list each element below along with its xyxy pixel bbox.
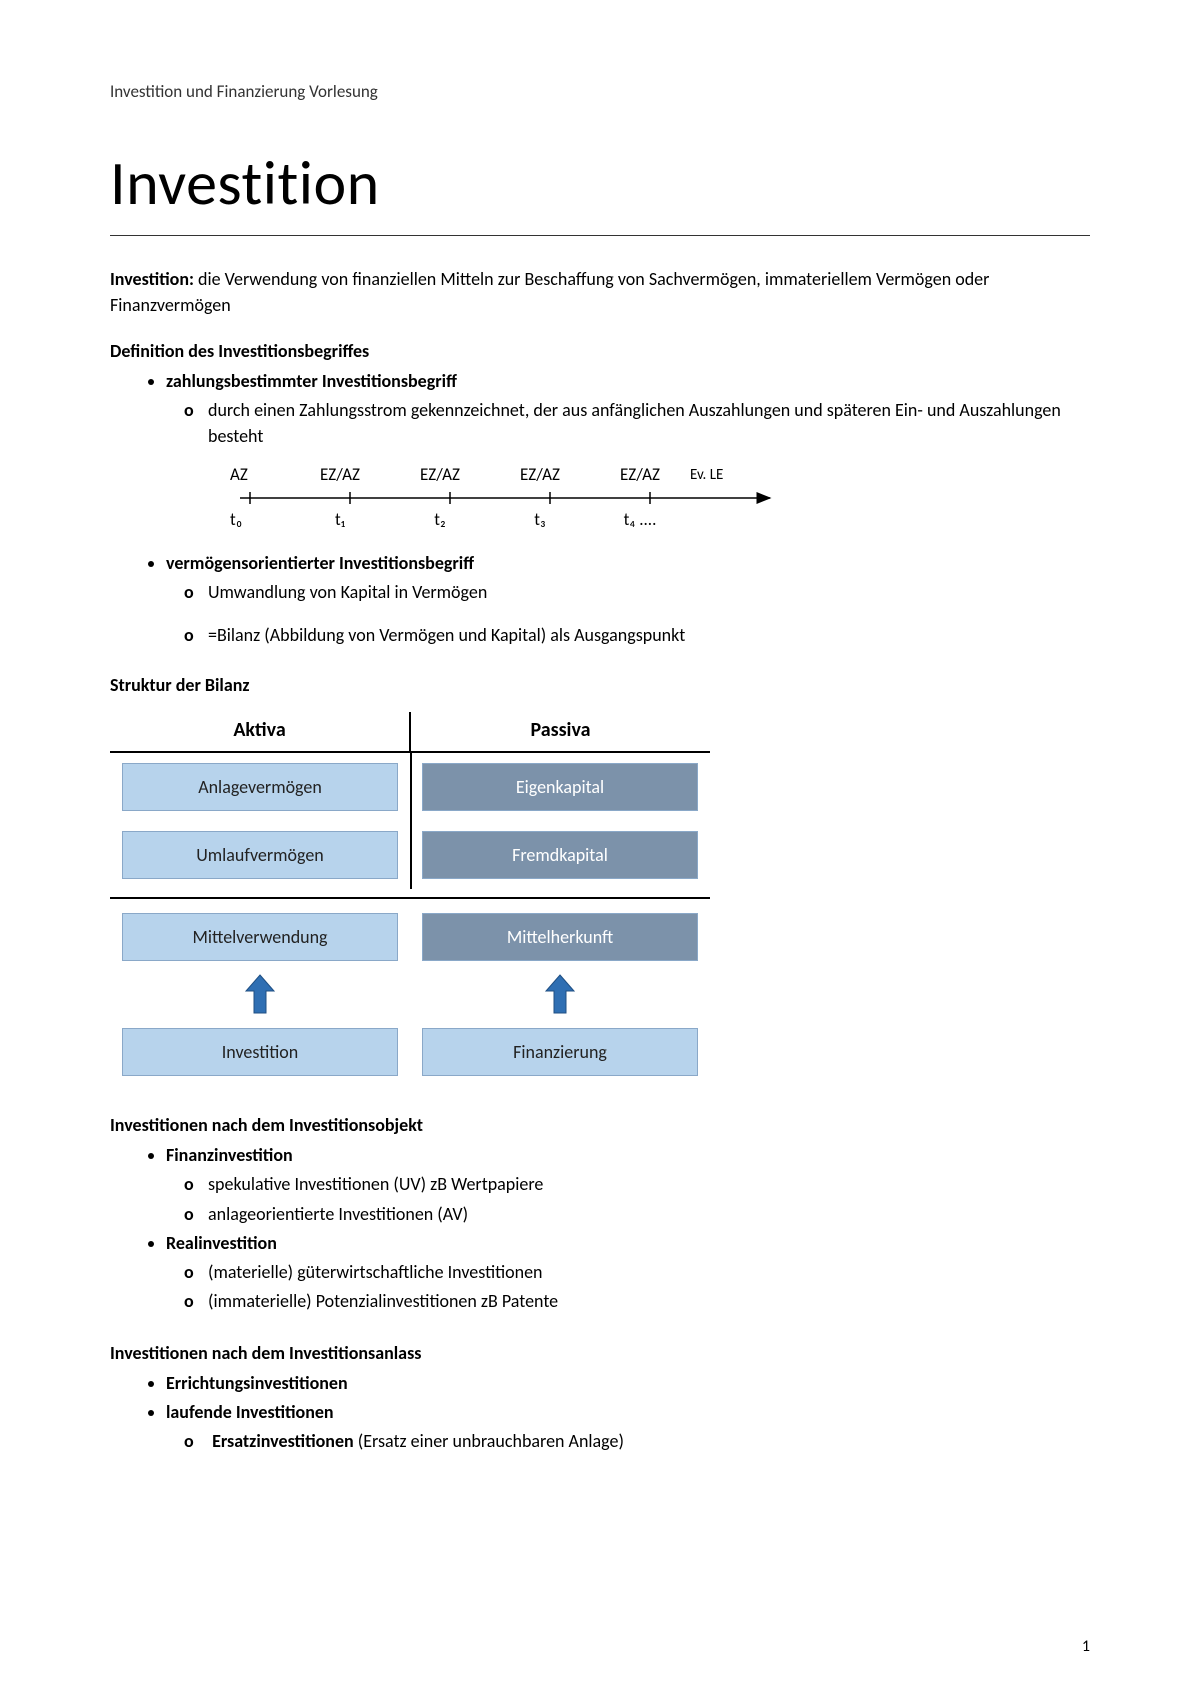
bilanz-arrow-row — [110, 971, 710, 1026]
def-item2-sub2: =Bilanz (Abbildung von Vermögen und Kapi… — [208, 622, 1090, 648]
definition-heading: Definition des Investitionsbegriffes — [110, 338, 1090, 364]
def-item2-sub1: Umwandlung von Kapital in Vermögen — [208, 579, 1090, 605]
obj-item2-sublist: (materielle) güterwirtschaftliche Invest… — [166, 1259, 1090, 1314]
bilanz-diagram: Aktiva Passiva Anlagevermögen Eigenkapit… — [110, 712, 710, 1086]
timeline-top-extra: Ev. LE — [690, 463, 750, 488]
intro-text: die Verwendung von finanziellen Mitteln … — [110, 268, 989, 316]
timeline-top-2: EZ/AZ — [390, 463, 490, 488]
objekt-heading: Investitionen nach dem Investitionsobjek… — [110, 1112, 1090, 1138]
timeline-top-1: EZ/AZ — [290, 463, 390, 488]
bilanz-row-1: Anlagevermögen Eigenkapital — [110, 753, 710, 821]
anlass-laufende: laufende Investitionen — [166, 1399, 1090, 1425]
obj-item2-sub1: (materielle) güterwirtschaftliche Invest… — [208, 1259, 1090, 1285]
bilanz-header-row: Aktiva Passiva — [110, 712, 710, 753]
page-title: Investition — [110, 139, 1090, 229]
up-arrow-icon — [540, 973, 580, 1017]
anlass-sub1-rest: (Ersatz einer unbrauchbaren Anlage) — [354, 1430, 624, 1452]
arrow-right-cell — [422, 973, 698, 1024]
box-finanzierung: Finanzierung — [422, 1028, 698, 1076]
page-number: 1 — [1082, 1635, 1090, 1658]
timeline-bot-labels: t₀ t₁ t₂ t₃ t₄ .... — [230, 508, 850, 533]
timeline-top-labels: AZ EZ/AZ EZ/AZ EZ/AZ EZ/AZ Ev. LE — [230, 463, 850, 488]
bilanz-head-passiva: Passiva — [411, 712, 710, 751]
obj-realinvestition: Realinvestition — [166, 1230, 1090, 1256]
bilanz-row-3: Mittelverwendung Mittelherkunft — [110, 899, 710, 971]
obj-item1-sub2: anlageorientierte Investitionen (AV) — [208, 1201, 1090, 1227]
timeline-top-0: AZ — [230, 463, 290, 488]
definition-list: zahlungsbestimmter Investitionsbegriff d… — [110, 368, 1090, 449]
anlass-sub1-bold: Ersatzinvestitionen — [212, 1430, 354, 1452]
bilanz-row-4: Investition Finanzierung — [110, 1026, 710, 1086]
def-item1-sub1: durch einen Zahlungsstrom gekennzeichnet… — [208, 397, 1090, 449]
obj-item1-sub1: spekulative Investitionen (UV) zB Wertpa… — [208, 1171, 1090, 1197]
intro-paragraph: Investition: die Verwendung von finanzie… — [110, 266, 1090, 318]
timeline-top-4: EZ/AZ — [590, 463, 690, 488]
def-item2-sublist: Umwandlung von Kapital in Vermögen =Bila… — [166, 579, 1090, 647]
def-item-vermoegensorientiert: vermögensorientierter Investitionsbegrif… — [166, 550, 1090, 576]
bilanz-head-aktiva: Aktiva — [110, 712, 411, 751]
intro-term: Investition: — [110, 268, 194, 290]
timeline-bot-1: t₁ — [290, 508, 390, 533]
obj-item2-sub2: (immaterielle) Potenzialinvestitionen zB… — [208, 1288, 1090, 1314]
timeline-bot-4: t₄ .... — [590, 508, 690, 533]
timeline-axis — [230, 488, 790, 508]
box-umlaufvermoegen: Umlaufvermögen — [122, 831, 398, 879]
anlass-errichtung: Errichtungsinvestitionen — [166, 1370, 1090, 1396]
objekt-list: Finanzinvestition spekulative Investitio… — [110, 1142, 1090, 1314]
anlass-item2-sub1: Ersatzinvestitionen (Ersatz einer unbrau… — [208, 1428, 1090, 1454]
bilanz-row-2: Umlaufvermögen Fremdkapital — [110, 821, 710, 889]
box-investition: Investition — [122, 1028, 398, 1076]
box-eigenkapital: Eigenkapital — [422, 763, 698, 811]
obj-finanzinvestition: Finanzinvestition — [166, 1142, 1090, 1168]
arrow-left-cell — [122, 973, 398, 1024]
def-item1-sublist: durch einen Zahlungsstrom gekennzeichnet… — [166, 397, 1090, 449]
def-item-zahlungsbestimmt: zahlungsbestimmter Investitionsbegriff — [166, 368, 1090, 394]
box-mittelherkunft: Mittelherkunft — [422, 913, 698, 961]
title-rule — [110, 235, 1090, 236]
timeline-bot-3: t₃ — [490, 508, 590, 533]
timeline-bot-0: t₀ — [230, 508, 290, 533]
definition-list-2: vermögensorientierter Investitionsbegrif… — [110, 550, 1090, 647]
timeline-diagram: AZ EZ/AZ EZ/AZ EZ/AZ EZ/AZ Ev. LE t₀ t₁ … — [230, 463, 850, 532]
up-arrow-icon — [240, 973, 280, 1017]
bilanz-heading: Struktur der Bilanz — [110, 672, 1090, 698]
anlass-item2-sublist: Ersatzinvestitionen (Ersatz einer unbrau… — [166, 1428, 1090, 1454]
timeline-bot-2: t₂ — [390, 508, 490, 533]
box-anlagevermoegen: Anlagevermögen — [122, 763, 398, 811]
timeline-top-3: EZ/AZ — [490, 463, 590, 488]
anlass-list: Errichtungsinvestitionen laufende Invest… — [110, 1370, 1090, 1454]
doc-header: Investition und Finanzierung Vorlesung — [110, 80, 1090, 105]
anlass-heading: Investitionen nach dem Investitionsanlas… — [110, 1340, 1090, 1366]
box-fremdkapital: Fremdkapital — [422, 831, 698, 879]
box-mittelverwendung: Mittelverwendung — [122, 913, 398, 961]
obj-item1-sublist: spekulative Investitionen (UV) zB Wertpa… — [166, 1171, 1090, 1226]
